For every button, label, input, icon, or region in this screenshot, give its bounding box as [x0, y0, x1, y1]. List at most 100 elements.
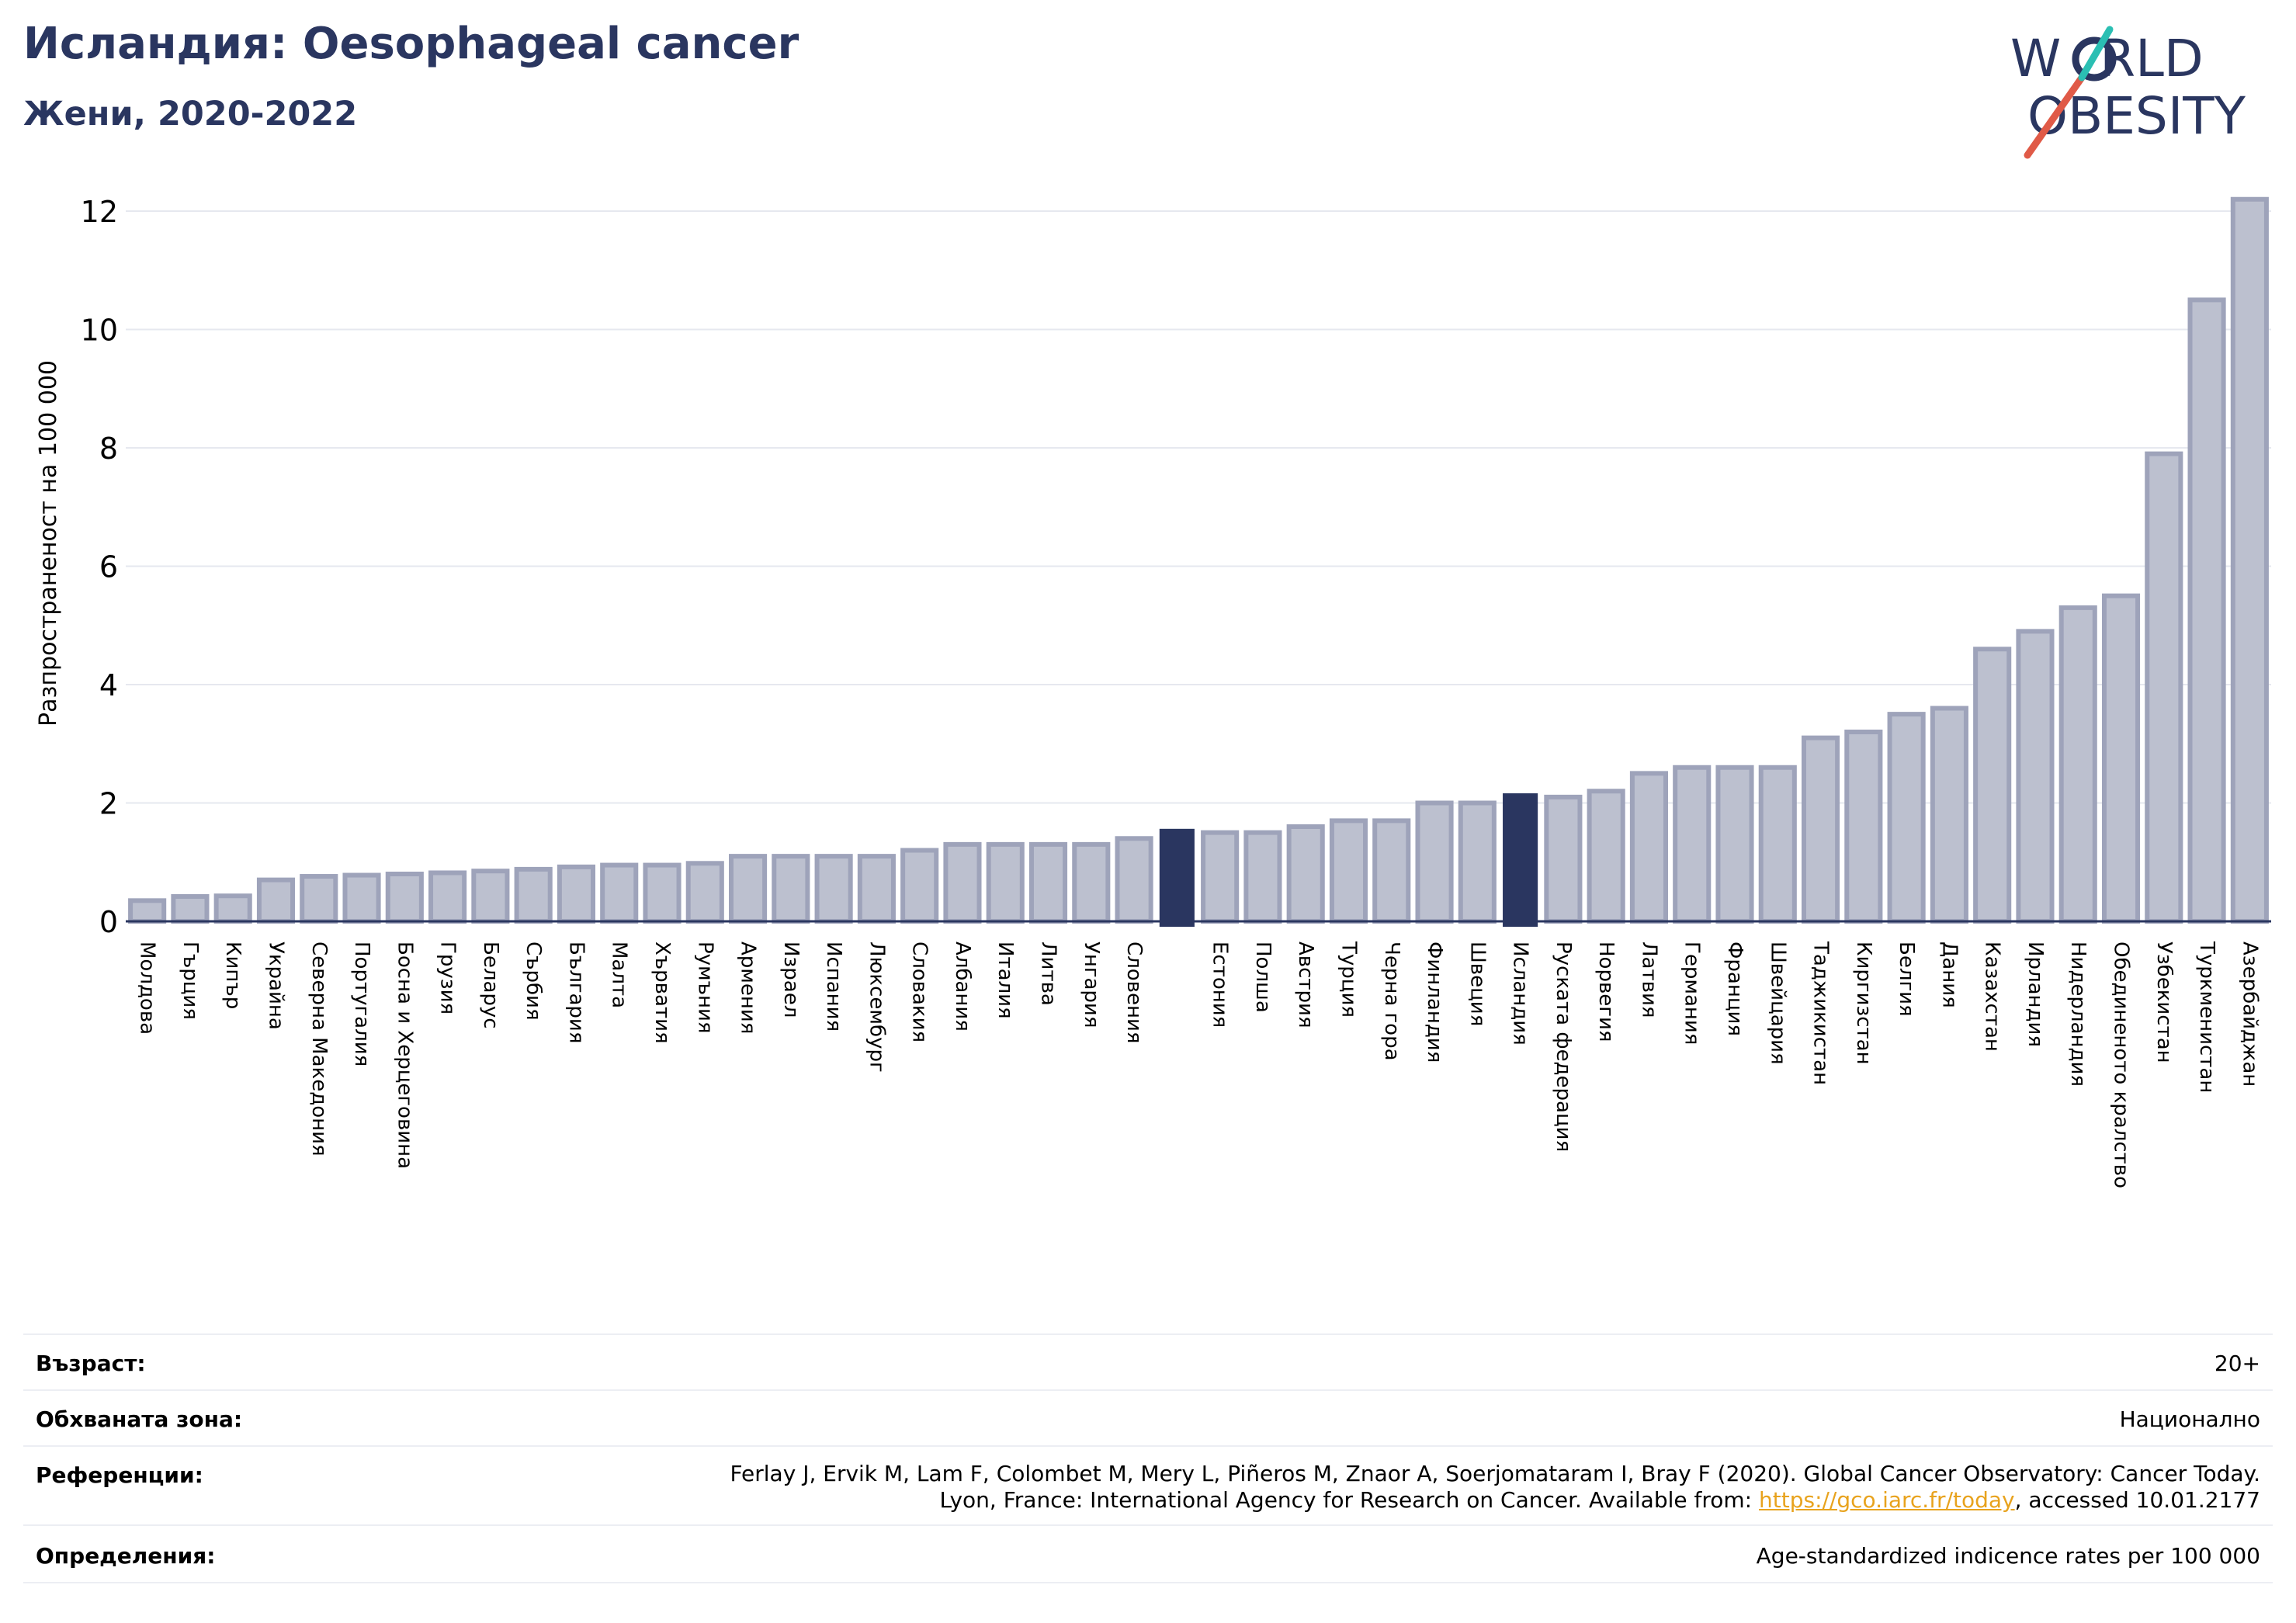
bar — [1286, 824, 1325, 924]
bar — [1629, 771, 1668, 924]
x-tick-label: Норвегия — [1594, 942, 1618, 1042]
bar — [385, 872, 424, 924]
bar — [1028, 841, 1068, 924]
x-tick-label: Кипър — [221, 942, 245, 1009]
x-tick-label: Нидерландия — [2066, 942, 2090, 1087]
bar — [772, 854, 810, 924]
meta-age-label: Възраст: — [36, 1351, 146, 1376]
y-tick-label: 12 — [81, 195, 118, 229]
x-tick-label: Белгия — [1895, 942, 1918, 1017]
y-tick-label: 2 — [99, 787, 118, 821]
x-tick-label: Унгария — [1080, 942, 1103, 1028]
meta-ref-label: Референции: — [36, 1462, 203, 1488]
x-tick-label: Франция — [1723, 942, 1746, 1036]
bar — [471, 869, 510, 924]
world-obesity-logo: W RLD OBESITY — [2010, 26, 2246, 159]
bar — [557, 864, 595, 924]
y-tick-label: 10 — [81, 314, 118, 348]
x-tick-label: Италия — [994, 942, 1017, 1019]
bar — [1201, 830, 1240, 924]
page-title: Исландия: Oesophageal cancer — [23, 19, 799, 69]
x-tick-label: Швейцария — [1766, 942, 1789, 1065]
x-tick-label: Босна и Херцеговина — [393, 942, 416, 1169]
bar — [1887, 712, 1926, 924]
x-tick-label: Латвия — [1637, 942, 1660, 1018]
y-tick-label: 4 — [99, 668, 118, 702]
bar — [1372, 818, 1411, 924]
bar — [729, 854, 768, 924]
bars — [128, 196, 2269, 927]
bar — [1072, 841, 1111, 924]
logo-line1: W RLD — [2010, 29, 2204, 88]
x-tick-label: Казахстан — [1981, 942, 2004, 1052]
x-tick-label: Азербайджан — [2238, 942, 2261, 1087]
y-axis-label: Разпространеност на 100 000 — [35, 360, 62, 727]
bar — [128, 898, 167, 924]
bar — [685, 861, 724, 924]
bar — [1115, 836, 1153, 924]
x-tick-label: Молдова — [136, 942, 159, 1035]
x-tick-label: Германия — [1680, 942, 1704, 1045]
bar — [2058, 605, 2097, 924]
bar — [2101, 593, 2141, 924]
x-tick-label: Дания — [1937, 942, 1961, 1008]
bar — [1544, 794, 1583, 924]
bar — [1715, 765, 1754, 924]
meta-row-references: Референции: Ferlay J, Ervik M, Lam F, Co… — [23, 1445, 2273, 1524]
bar — [1844, 730, 1883, 924]
bar — [1973, 647, 2012, 924]
x-tick-label: Сърбия — [522, 942, 545, 1021]
meta-ref-line2: Lyon, France: International Agency for R… — [939, 1487, 2260, 1513]
bar — [213, 893, 252, 924]
logo-o-ring — [2072, 36, 2117, 81]
bar — [1329, 818, 1368, 924]
bar — [2230, 196, 2269, 924]
bar-chart: 0 2 4 6 8 10 12 Молдова Гърция Кипър Украйна Север… — [35, 195, 2271, 1188]
bar — [2187, 297, 2226, 924]
x-tick-label: Португалия — [350, 942, 373, 1066]
bar — [1673, 765, 1712, 924]
bar — [1458, 800, 1497, 924]
x-tick-label: Хърватия — [650, 942, 674, 1044]
bar — [171, 893, 210, 924]
x-tick-label: Беларус — [479, 942, 502, 1029]
meta-def-value: Age-standardized indicence rates per 100… — [1756, 1543, 2260, 1569]
x-tick-label: Гърция — [179, 942, 202, 1020]
x-tick-label: Ирландия — [2024, 942, 2047, 1047]
x-tick-label: Грузия — [436, 942, 460, 1014]
bar — [1159, 828, 1195, 927]
bar — [1587, 789, 1625, 924]
bar — [814, 854, 853, 924]
meta-ref-value: Ferlay J, Ervik M, Lam F, Colombet M, Me… — [730, 1461, 2260, 1514]
bar — [600, 862, 639, 924]
meta-age-value: 20+ — [2214, 1351, 2260, 1376]
x-tick-label: Армения — [737, 942, 760, 1034]
meta-row-area: Обхваната зона: Национално — [23, 1389, 2273, 1445]
bar — [1415, 800, 1454, 924]
y-tick-label: 0 — [99, 905, 118, 939]
x-tick-label: Малта — [608, 942, 631, 1008]
x-tick-label: Исландия — [1509, 942, 1532, 1046]
bar — [1802, 735, 1840, 924]
bar — [2016, 629, 2055, 924]
meta-area-label: Обхваната зона: — [36, 1406, 243, 1432]
logo-slash-teal — [2078, 26, 2114, 81]
meta-ref-line1: Ferlay J, Ervik M, Lam F, Colombet M, Me… — [730, 1461, 2260, 1486]
x-axis-labels: Молдова Гърция Кипър Украйна Северна Македон… — [136, 941, 2262, 1188]
x-tick-label: Швеция — [1465, 942, 1489, 1026]
x-tick-label: Узбекистан — [2152, 942, 2176, 1063]
x-tick-label: Туркменистан — [2195, 941, 2218, 1093]
bar — [900, 848, 939, 924]
bar — [428, 870, 467, 924]
page-subtitle: Жени, 2020-2022 — [23, 95, 358, 134]
x-tick-label: Естония — [1209, 942, 1232, 1028]
bar — [943, 841, 982, 924]
reference-link[interactable]: https://gco.iarc.fr/today — [1759, 1487, 2015, 1513]
bar — [857, 854, 896, 924]
meta-row-definitions: Определения: Age-standardized indicence … — [23, 1524, 2273, 1583]
bar — [342, 872, 381, 924]
x-tick-label: Киргизстан — [1852, 942, 1875, 1065]
bar — [514, 866, 553, 924]
y-tick-label: 8 — [99, 432, 118, 466]
x-tick-label: Украйна — [264, 942, 287, 1030]
